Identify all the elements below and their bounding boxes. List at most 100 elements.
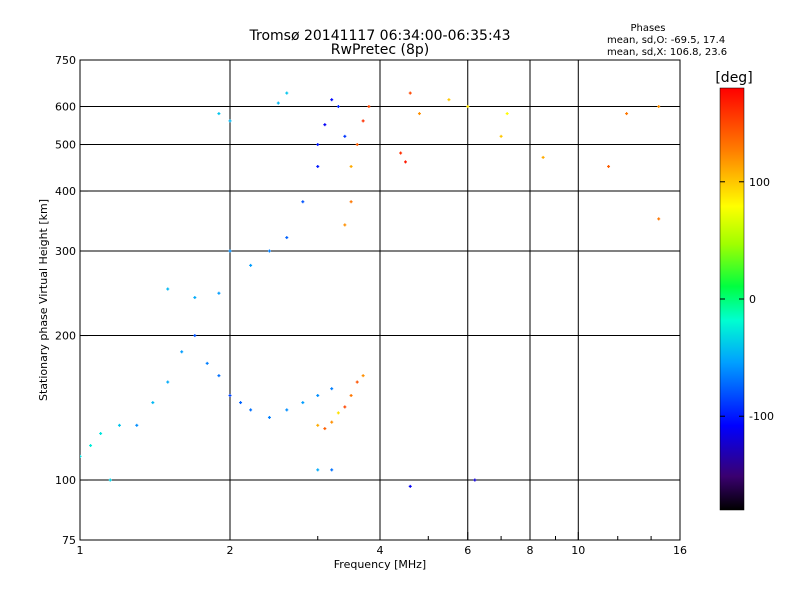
data-point-o bbox=[276, 101, 280, 105]
data-point-o bbox=[151, 401, 155, 405]
data-point-o bbox=[316, 164, 320, 168]
y-tick-label: 75 bbox=[62, 534, 76, 547]
data-point-o bbox=[228, 394, 232, 398]
phases-x-stats: mean, sd,X: 106.8, 23.6 bbox=[607, 47, 727, 58]
y-tick-label: 500 bbox=[55, 139, 76, 152]
data-point-x bbox=[399, 151, 403, 155]
data-point-o bbox=[301, 401, 305, 405]
x-tick-label: 10 bbox=[571, 544, 585, 557]
grid-lines bbox=[80, 60, 680, 540]
data-point-x bbox=[316, 423, 320, 427]
data-point-o bbox=[316, 468, 320, 472]
x-tick-label: 16 bbox=[673, 544, 687, 557]
data-point-o bbox=[99, 432, 103, 436]
data-point-o bbox=[228, 119, 232, 123]
data-point-o bbox=[135, 423, 139, 427]
data-point-o bbox=[108, 478, 112, 482]
data-point-o bbox=[228, 249, 232, 253]
data-point-o bbox=[249, 263, 253, 267]
y-tick-label: 300 bbox=[55, 245, 76, 258]
colorbar-tick-label: 100 bbox=[749, 176, 770, 189]
data-point-o bbox=[180, 350, 184, 354]
data-point-x bbox=[343, 223, 347, 227]
data-point-o bbox=[336, 105, 340, 109]
data-point-o bbox=[408, 484, 412, 488]
data-point-x bbox=[657, 105, 661, 109]
colorbar-ticks: 100 0 -100 bbox=[720, 176, 774, 423]
data-point-o bbox=[89, 444, 93, 448]
data-point-x bbox=[466, 105, 470, 109]
phases-title: Phases bbox=[630, 23, 665, 34]
y-axis-label: Stationary phase Virtual Height [km] bbox=[37, 199, 50, 401]
data-point-o bbox=[117, 423, 121, 427]
data-point-o bbox=[330, 468, 334, 472]
x-tick-label: 4 bbox=[377, 544, 384, 557]
y-tick-label: 100 bbox=[55, 474, 76, 487]
colorbar-tick-label: 0 bbox=[749, 293, 756, 306]
phases-o-stats: mean, sd,O: -69.5, 17.4 bbox=[607, 35, 725, 46]
data-point-x bbox=[343, 405, 347, 409]
colorbar-tick-label: -100 bbox=[749, 410, 774, 423]
data-point-o bbox=[80, 454, 82, 458]
data-point-o bbox=[249, 408, 253, 412]
data-points bbox=[80, 91, 661, 488]
data-point-x bbox=[505, 112, 509, 116]
data-point-x bbox=[361, 374, 365, 378]
data-point-x bbox=[349, 394, 353, 398]
data-point-o bbox=[330, 387, 334, 391]
data-point-x bbox=[541, 155, 545, 159]
x-tick-label: 1 bbox=[77, 544, 84, 557]
data-point-o bbox=[217, 112, 221, 116]
y-tick-label: 750 bbox=[55, 54, 76, 67]
data-point-o bbox=[330, 98, 334, 102]
data-point-x bbox=[607, 164, 611, 168]
y-tick-label: 600 bbox=[55, 101, 76, 114]
x-tick-label: 2 bbox=[227, 544, 234, 557]
y-axis-ticks: 75 100 200 300 400 500 600 750 bbox=[55, 54, 88, 547]
y-tick-label: 400 bbox=[55, 185, 76, 198]
data-point-o bbox=[323, 123, 327, 127]
data-point-o bbox=[193, 296, 197, 300]
data-point-o bbox=[267, 415, 271, 419]
data-point-o bbox=[166, 287, 170, 291]
chart-subtitle: RwPretec (8p) bbox=[331, 42, 429, 58]
data-point-x bbox=[403, 160, 407, 164]
data-point-o bbox=[343, 134, 347, 138]
data-point-o bbox=[205, 361, 209, 365]
y-tick-label: 200 bbox=[55, 330, 76, 343]
data-point-x bbox=[408, 91, 412, 95]
colorbar-label: [deg] bbox=[715, 70, 752, 86]
data-point-x bbox=[355, 143, 359, 147]
data-point-x bbox=[355, 380, 359, 384]
data-point-o bbox=[217, 291, 221, 295]
data-point-x bbox=[625, 112, 629, 116]
data-point-o bbox=[193, 334, 197, 338]
data-point-o bbox=[316, 394, 320, 398]
data-point-o bbox=[267, 249, 271, 253]
data-point-x bbox=[361, 119, 365, 123]
chart-title: Tromsø 20141117 06:34:00-06:35:43 bbox=[249, 28, 511, 44]
data-point-x bbox=[323, 427, 327, 431]
data-point-o bbox=[239, 401, 243, 405]
data-point-x bbox=[349, 164, 353, 168]
data-point-o bbox=[285, 236, 289, 240]
data-point-o bbox=[316, 143, 320, 147]
data-point-x bbox=[367, 105, 371, 109]
data-point-x bbox=[657, 217, 661, 221]
data-point-o bbox=[166, 380, 170, 384]
data-point-x bbox=[336, 411, 340, 415]
x-tick-label: 6 bbox=[464, 544, 471, 557]
data-point-o bbox=[301, 200, 305, 204]
data-point-o bbox=[285, 91, 289, 95]
data-point-x bbox=[447, 98, 451, 102]
data-point-x bbox=[349, 200, 353, 204]
x-tick-label: 8 bbox=[527, 544, 534, 557]
x-axis-label: Frequency [MHz] bbox=[334, 558, 426, 571]
data-point-x bbox=[499, 134, 503, 138]
data-point-o bbox=[217, 374, 221, 378]
data-point-x bbox=[330, 420, 334, 424]
data-point-o bbox=[473, 478, 477, 482]
data-point-x bbox=[417, 112, 421, 116]
x-axis-ticks: 1 2 4 6 8 10 16 bbox=[77, 532, 687, 557]
